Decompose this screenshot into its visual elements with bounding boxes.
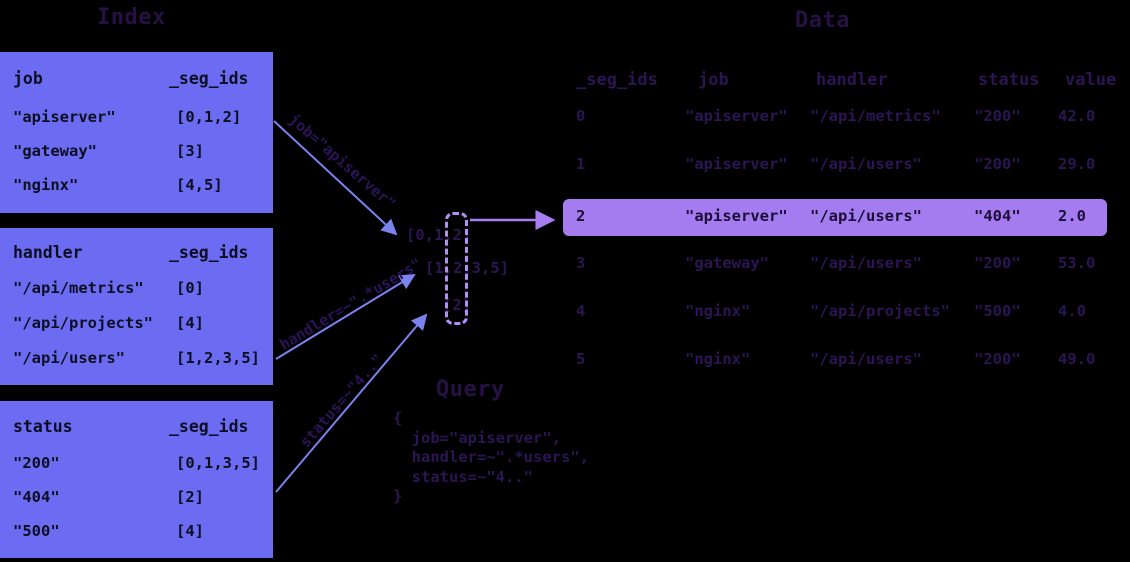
- table-row: 4 "nginx" "/api/projects" "500" 4.0: [0, 300, 1130, 322]
- cell-status: "200": [974, 155, 1021, 173]
- query-title: Query: [436, 377, 505, 402]
- column-header: status: [978, 70, 1040, 90]
- index-row-value: "500": [13, 522, 60, 540]
- cell-value: 49.0: [1058, 350, 1096, 368]
- index-row-segids: [0]: [176, 279, 204, 297]
- index-key-header: handler: [13, 243, 83, 262]
- index-row: "apiserver" [0,1,2]: [0, 106, 273, 128]
- cell-value: 53.0: [1058, 254, 1096, 272]
- seglist-job: [0,1,2]: [406, 226, 472, 244]
- index-segids-header: _seg_ids: [169, 69, 249, 88]
- index-row-segids: [1,2,3,5]: [176, 349, 260, 367]
- index-row: "/api/users" [1,2,3,5]: [0, 347, 273, 369]
- index-row-value: "nginx": [13, 176, 79, 194]
- cell-segid: 3: [576, 254, 586, 272]
- index-row-segids: [0,1,3,5]: [176, 454, 260, 472]
- column-header: job: [698, 70, 729, 90]
- query-text: { job="apiserver", handler=~".*users", s…: [393, 409, 589, 506]
- index-box-handler: handler _seg_ids "/api/metrics" [0] "/ap…: [0, 228, 273, 385]
- column-header: _seg_ids: [576, 70, 658, 90]
- index-key-header: job: [13, 69, 43, 88]
- cell-status: "500": [974, 302, 1021, 320]
- index-box-header-row: handler _seg_ids: [0, 242, 273, 264]
- seglist-status: [2]: [443, 296, 471, 314]
- index-segids-header: _seg_ids: [169, 243, 249, 262]
- index-row-value: "/api/projects": [13, 314, 153, 332]
- index-key-header: status: [13, 417, 73, 436]
- cell-job: "nginx": [685, 350, 751, 368]
- table-row-highlighted: 2 "apiserver" "/api/users" "404" 2.0: [0, 205, 1130, 227]
- index-row-value: "200": [13, 454, 60, 472]
- index-row: "/api/projects" [4]: [0, 312, 273, 334]
- table-row: 3 "gateway" "/api/users" "200" 53.0: [0, 252, 1130, 274]
- index-row-segids: [0,1,2]: [176, 108, 242, 126]
- cell-handler: "/api/users": [810, 207, 922, 225]
- cell-job: "apiserver": [685, 155, 788, 173]
- cell-job: "apiserver": [685, 107, 788, 125]
- table-row: 0 "apiserver" "/api/metrics" "200" 42.0: [0, 105, 1130, 127]
- cell-value: 4.0: [1058, 302, 1086, 320]
- cell-handler: "/api/users": [810, 350, 922, 368]
- cell-job: "nginx": [685, 302, 751, 320]
- cell-handler: "/api/projects": [810, 302, 950, 320]
- cell-status: "200": [974, 350, 1021, 368]
- index-row: "gateway" [3]: [0, 140, 273, 162]
- index-box-job: job _seg_ids "apiserver" [0,1,2] "gatewa…: [0, 52, 273, 213]
- cell-handler: "/api/users": [810, 254, 922, 272]
- cell-handler: "/api/users": [810, 155, 922, 173]
- index-row-segids: [3]: [176, 142, 204, 160]
- cell-status: "200": [974, 107, 1021, 125]
- index-row-value: "gateway": [13, 142, 97, 160]
- index-row-segids: [4,5]: [176, 176, 223, 194]
- cell-segid: 2: [576, 207, 586, 225]
- column-header: value: [1065, 70, 1117, 90]
- data-title: Data: [795, 8, 850, 33]
- data-table-header: _seg_ids job handler status value: [0, 69, 1130, 91]
- index-row-value: "/api/users": [13, 349, 125, 367]
- index-row-segids: [2]: [176, 488, 204, 506]
- index-row: "200" [0,1,3,5]: [0, 452, 273, 474]
- index-segids-header: _seg_ids: [169, 417, 249, 436]
- cell-segid: 1: [576, 155, 586, 173]
- cell-segid: 0: [576, 107, 586, 125]
- index-row: "/api/metrics" [0]: [0, 277, 273, 299]
- index-box-header-row: status _seg_ids: [0, 416, 273, 438]
- cell-status: "404": [974, 207, 1021, 225]
- index-row-value: "apiserver": [13, 108, 116, 126]
- cell-segid: 5: [576, 350, 586, 368]
- table-row: 5 "nginx" "/api/users" "200" 49.0: [0, 348, 1130, 370]
- index-row-value: "/api/metrics": [13, 279, 144, 297]
- cell-value: 42.0: [1058, 107, 1096, 125]
- highlighted-row-background: [563, 199, 1107, 236]
- cell-job: "gateway": [685, 254, 769, 272]
- index-row-segids: [4]: [176, 522, 204, 540]
- index-row-value: "404": [13, 488, 60, 506]
- cell-job: "apiserver": [685, 207, 788, 225]
- index-box-header-row: job _seg_ids: [0, 68, 273, 90]
- index-row: "404" [2]: [0, 486, 273, 508]
- index-row: "500" [4]: [0, 520, 273, 542]
- index-box-status: status _seg_ids "200" [0,1,3,5] "404" [2…: [0, 401, 273, 558]
- cell-handler: "/api/metrics": [810, 107, 941, 125]
- table-row: 1 "apiserver" "/api/users" "200" 29.0: [0, 153, 1130, 175]
- cell-status: "200": [974, 254, 1021, 272]
- column-header: handler: [816, 70, 888, 90]
- index-row: "nginx" [4,5]: [0, 174, 273, 196]
- index-row-segids: [4]: [176, 314, 204, 332]
- intersection-dashed-box: [445, 212, 468, 325]
- index-title: Index: [97, 5, 166, 30]
- cell-value: 29.0: [1058, 155, 1096, 173]
- cell-segid: 4: [576, 302, 586, 320]
- cell-value: 2.0: [1058, 207, 1086, 225]
